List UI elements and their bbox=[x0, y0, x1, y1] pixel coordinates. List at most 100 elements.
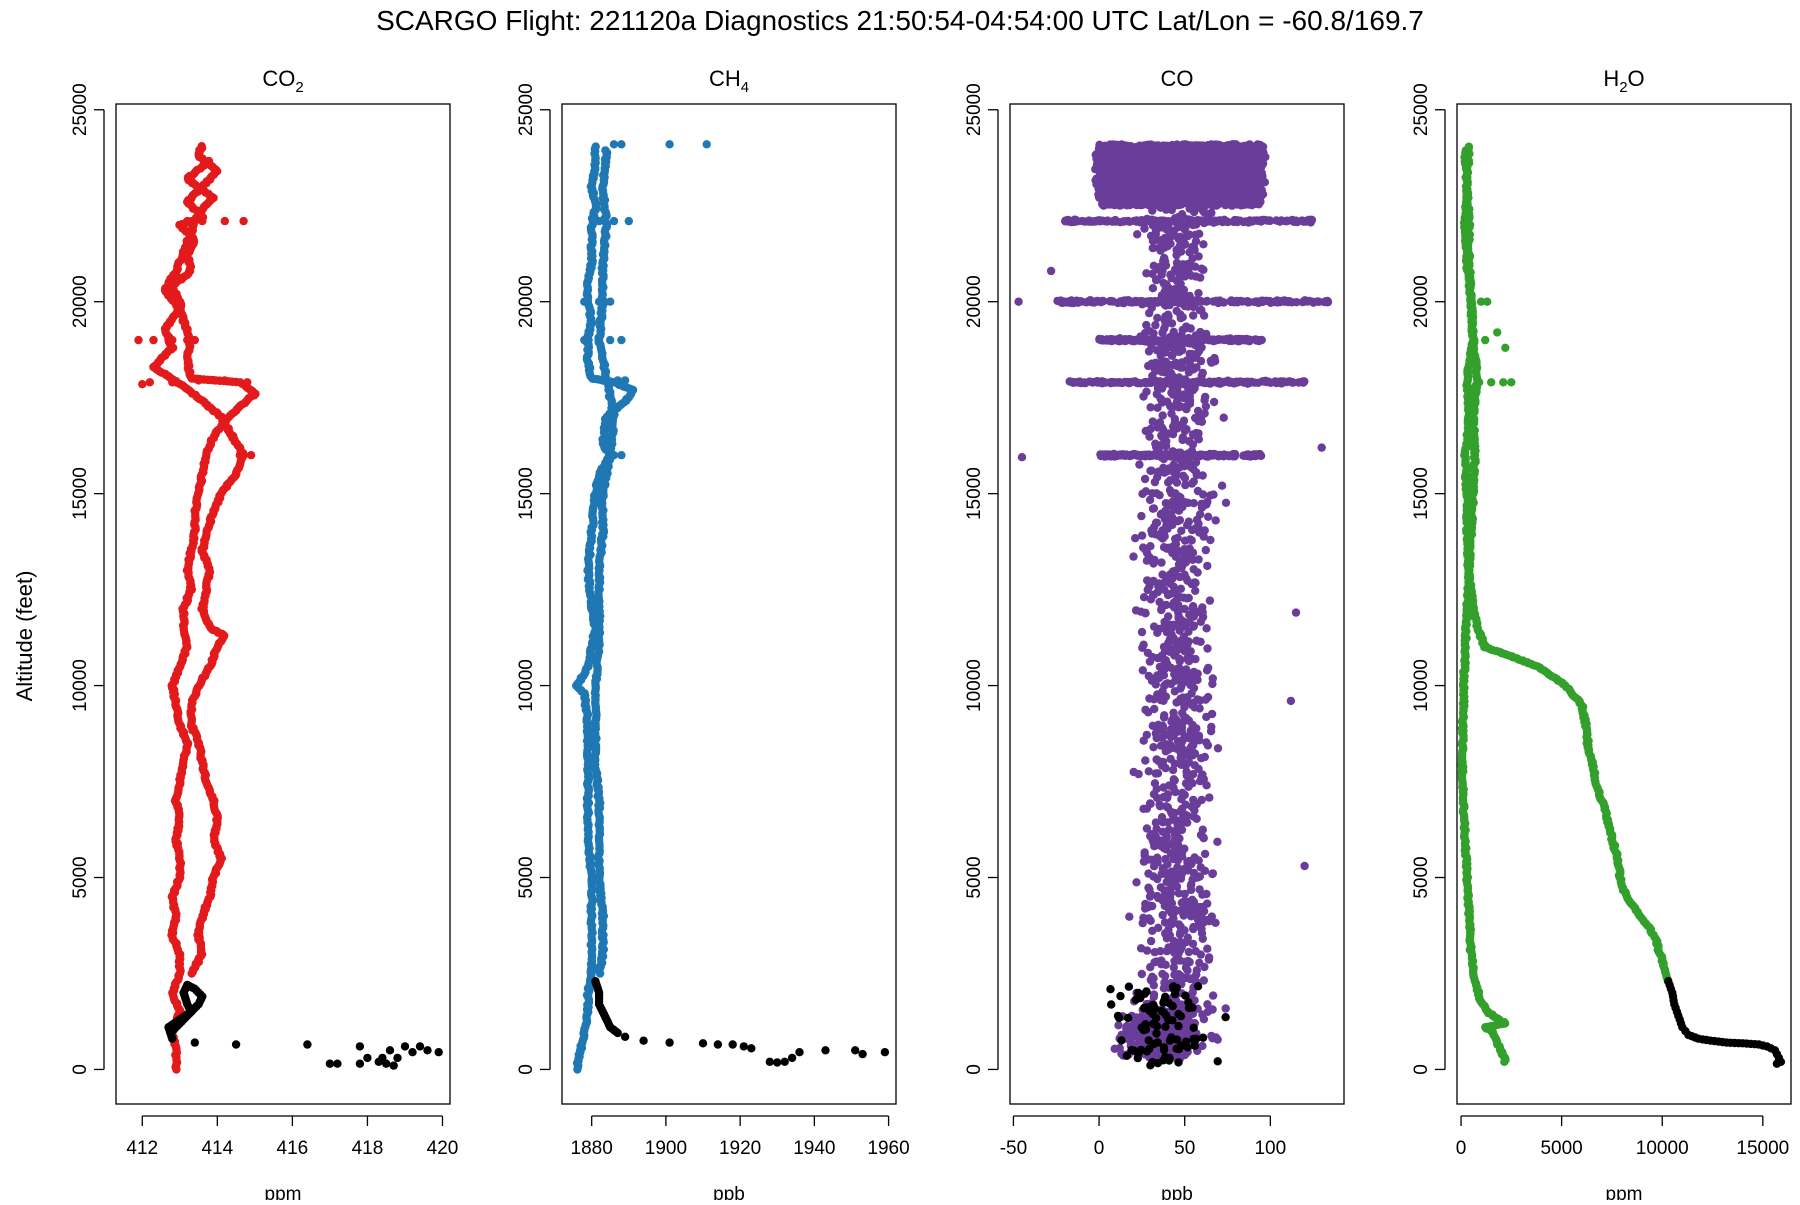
co-point bbox=[1150, 993, 1158, 1001]
co-point bbox=[1163, 519, 1171, 527]
data-point bbox=[595, 298, 603, 306]
co-point bbox=[1141, 848, 1149, 856]
plot-frame bbox=[562, 104, 896, 1104]
data-point bbox=[146, 378, 154, 386]
co-point bbox=[1205, 917, 1213, 925]
co-point bbox=[1199, 369, 1207, 377]
co-point bbox=[1202, 624, 1210, 632]
co-point bbox=[1203, 562, 1211, 570]
data-point bbox=[205, 157, 213, 165]
ground-point bbox=[167, 1032, 175, 1040]
co-point bbox=[1155, 598, 1163, 606]
ground-point bbox=[851, 1046, 859, 1054]
co-point bbox=[1177, 616, 1185, 624]
ground-point bbox=[729, 1040, 737, 1048]
co-point bbox=[1189, 925, 1197, 933]
co-point bbox=[1199, 240, 1207, 248]
data-point bbox=[614, 376, 622, 384]
data-point bbox=[183, 336, 191, 344]
co-point bbox=[1138, 531, 1146, 539]
co-point bbox=[1162, 680, 1170, 688]
co-point bbox=[1194, 670, 1202, 678]
ground-point bbox=[821, 1046, 829, 1054]
co-point bbox=[1203, 644, 1211, 652]
co-point bbox=[1190, 869, 1198, 877]
co-point bbox=[1190, 812, 1198, 820]
co-point bbox=[1151, 321, 1159, 329]
ground-point bbox=[393, 1054, 401, 1062]
co-point bbox=[1185, 948, 1193, 956]
co-point bbox=[1207, 357, 1215, 365]
co-point bbox=[1188, 526, 1196, 534]
co-point bbox=[1150, 523, 1158, 531]
co-point bbox=[1173, 882, 1181, 890]
data-point bbox=[168, 378, 176, 386]
data-point bbox=[610, 217, 618, 225]
co-point bbox=[1157, 606, 1165, 614]
co-point bbox=[1188, 721, 1196, 729]
y-tick-label: 0 bbox=[516, 1064, 537, 1075]
co-point bbox=[1154, 924, 1162, 932]
co-point bbox=[1168, 727, 1176, 735]
co-point bbox=[1186, 974, 1194, 982]
co-point bbox=[1149, 505, 1157, 513]
co-point bbox=[1197, 306, 1205, 314]
co-point bbox=[1161, 918, 1169, 926]
y-tick-label: 20000 bbox=[70, 275, 91, 328]
co-point bbox=[1152, 489, 1160, 497]
co-point bbox=[1183, 594, 1191, 602]
data-point bbox=[168, 336, 176, 344]
co-point bbox=[1161, 764, 1169, 772]
co-point bbox=[1184, 934, 1192, 942]
co-point bbox=[1156, 246, 1164, 254]
ground-point bbox=[714, 1040, 722, 1048]
co-point bbox=[1197, 618, 1205, 626]
co-point bbox=[1184, 260, 1192, 268]
co-point bbox=[1138, 970, 1146, 978]
co-point bbox=[1178, 899, 1186, 907]
co-point bbox=[1178, 420, 1186, 428]
co-point bbox=[1197, 357, 1205, 365]
co-point bbox=[1165, 946, 1173, 954]
co-point bbox=[1188, 896, 1196, 904]
co-point bbox=[1202, 738, 1210, 746]
co-point bbox=[1192, 904, 1200, 912]
co-point bbox=[1156, 663, 1164, 671]
co-point bbox=[1145, 694, 1153, 702]
co-point bbox=[1156, 802, 1164, 810]
co-point bbox=[1203, 945, 1211, 953]
co-point bbox=[1171, 843, 1179, 851]
x-tick-label: 0 bbox=[1094, 1138, 1105, 1159]
co-point bbox=[1147, 425, 1155, 433]
co-point bbox=[1149, 417, 1157, 425]
co-point bbox=[1192, 468, 1200, 476]
co-point bbox=[1190, 729, 1198, 737]
data-point bbox=[183, 217, 191, 225]
co-point bbox=[1140, 857, 1148, 865]
co-point bbox=[1218, 482, 1226, 490]
y-tick-label: 20000 bbox=[964, 275, 985, 328]
co-point bbox=[1191, 579, 1199, 587]
co-point bbox=[1165, 573, 1173, 581]
co-point bbox=[1176, 695, 1184, 703]
co-point bbox=[1161, 316, 1169, 324]
data-point bbox=[595, 336, 603, 344]
y-tick-label: 5000 bbox=[964, 856, 985, 898]
co-point bbox=[1187, 882, 1195, 890]
data-point bbox=[247, 451, 255, 459]
co-point bbox=[1158, 970, 1166, 978]
x-tick-label: 1940 bbox=[793, 1138, 835, 1159]
co-point bbox=[1142, 388, 1150, 396]
data-point bbox=[191, 336, 199, 344]
data-point bbox=[617, 451, 625, 459]
co-point bbox=[1172, 715, 1180, 723]
co-point bbox=[1163, 740, 1171, 748]
data-point bbox=[617, 336, 625, 344]
co-point bbox=[1143, 946, 1151, 954]
co-point bbox=[1180, 545, 1188, 553]
data-point bbox=[703, 140, 711, 148]
co-point bbox=[1222, 1004, 1230, 1012]
co-point bbox=[1196, 273, 1204, 281]
ground-point bbox=[416, 1042, 424, 1050]
y-tick-label: 0 bbox=[70, 1064, 91, 1075]
